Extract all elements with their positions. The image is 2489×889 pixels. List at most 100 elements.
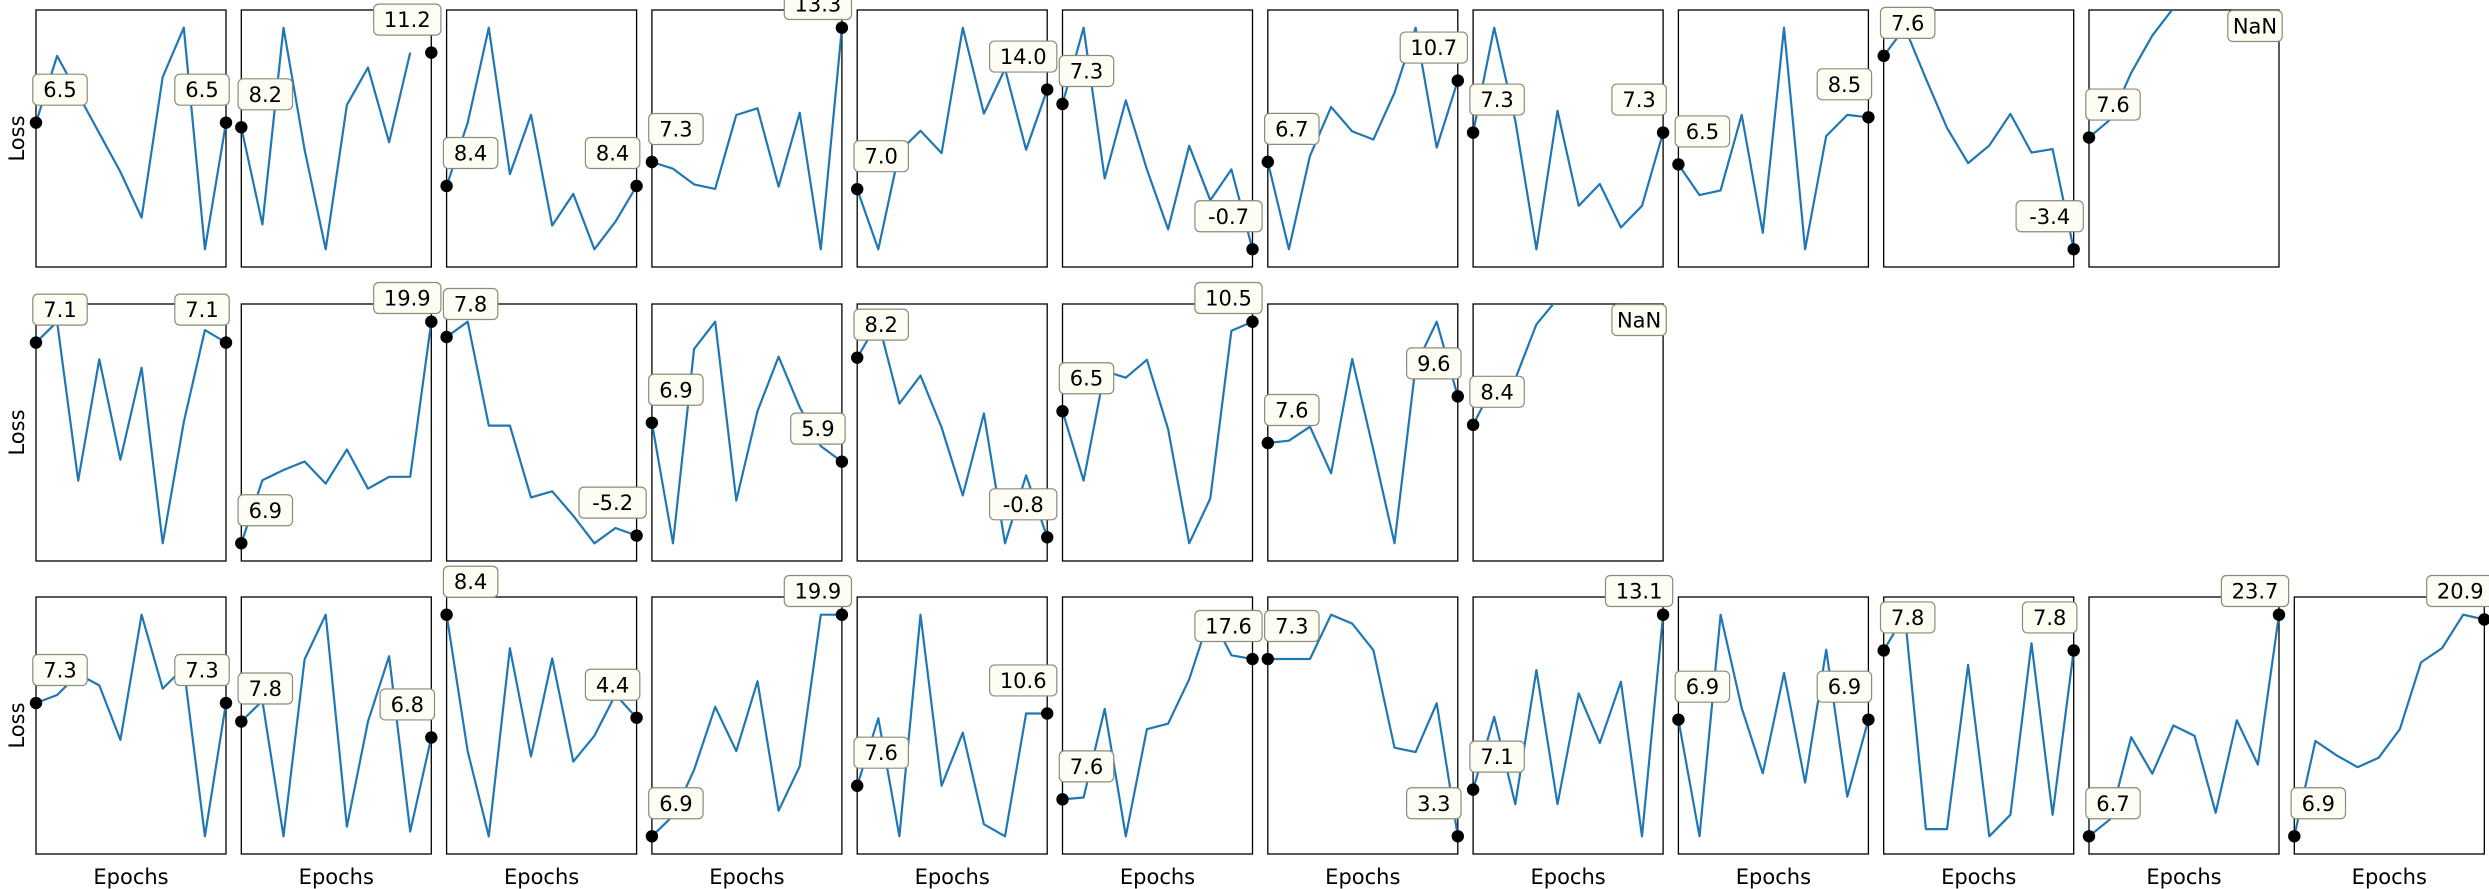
- end-value-label-group: 19.9: [373, 281, 442, 315]
- end-value-label: 6.9: [1828, 675, 1861, 699]
- end-value-label-group: 10.7: [1399, 31, 1468, 64]
- start-point-marker: [29, 696, 43, 710]
- panel-frame: [1472, 9, 1664, 268]
- start-value-label: 7.6: [1070, 755, 1103, 779]
- panel-plot-area: [1883, 26, 2074, 250]
- start-point-marker: [645, 830, 659, 843]
- end-point-marker: [1656, 608, 1670, 621]
- end-value-label-group: 13.3: [783, 0, 853, 21]
- start-value-label: 6.5: [1070, 367, 1103, 391]
- loss-series-line: [1062, 320, 1253, 545]
- end-value-label-box: [373, 281, 442, 315]
- start-value-label-box: [237, 672, 294, 705]
- end-point-marker: [630, 529, 643, 542]
- end-value-label-group: 10.5: [1194, 281, 1263, 315]
- end-value-label-box: [988, 488, 1058, 521]
- loss-series-line: [1267, 320, 1458, 545]
- start-value-label-group: 7.6: [2085, 88, 2141, 121]
- end-point-marker: [630, 179, 643, 193]
- start-value-label-group: 8.4: [1469, 375, 1525, 408]
- end-value-label: 7.3: [185, 659, 218, 683]
- panel-r1-c2: 8.2 11.2: [235, 3, 442, 268]
- start-point-marker: [851, 182, 864, 196]
- panel-r3-c1: 7.3 7.3: [29, 596, 233, 855]
- end-value-label: 6.5: [185, 78, 218, 102]
- end-value-label-group: 7.8: [2021, 601, 2078, 634]
- start-value-label-box: [1879, 6, 1936, 39]
- end-point-marker: [2067, 644, 2080, 657]
- start-point-marker: [440, 179, 453, 193]
- end-value-label-box: [1816, 670, 1873, 703]
- end-value-label-box: [1611, 83, 1667, 116]
- start-value-label: 6.5: [1686, 120, 1719, 144]
- loss-series-line: [241, 26, 412, 251]
- start-value-label-box: [853, 140, 910, 173]
- start-point-marker: [1261, 155, 1275, 169]
- end-value-label: 13.3: [795, 0, 842, 17]
- panel-r1-c9: 6.5 8.5: [1672, 9, 1875, 268]
- start-value-label-group: 7.1: [1469, 740, 1525, 773]
- panel-plot-area: [241, 613, 432, 838]
- panel-frame: [35, 303, 227, 562]
- panel-plot-area: [651, 27, 842, 251]
- x-axis-label: Epochs: [1530, 865, 1605, 889]
- end-value-label-group: -3.4: [2015, 200, 2084, 233]
- panel-frame: [856, 596, 1048, 855]
- start-value-label-box: [1263, 609, 1320, 643]
- start-value-label-box: [2085, 787, 2141, 820]
- start-value-label: 7.1: [1480, 745, 1513, 769]
- end-value-label-box: [373, 3, 442, 36]
- panel-frame: [35, 9, 227, 268]
- start-value-label-box: [32, 73, 88, 106]
- panel-r2-c4: 6.9 5.9: [645, 303, 849, 562]
- start-value-label-group: 6.9: [237, 494, 294, 527]
- end-value-label-box: [988, 664, 1058, 697]
- start-point-marker: [235, 715, 248, 728]
- end-value-label: 7.8: [2033, 606, 2066, 630]
- end-value-label: 19.9: [795, 580, 842, 604]
- panel-r2-c6: 6.5 10.5: [1056, 281, 1263, 562]
- start-value-label: 6.9: [2302, 792, 2335, 816]
- start-value-label-box: [1058, 362, 1115, 395]
- start-value-label-group: 6.9: [648, 787, 704, 820]
- panel-frame: [1472, 303, 1664, 562]
- start-value-label-group: 7.8: [237, 672, 294, 705]
- end-point-marker: [2272, 608, 2286, 621]
- panel-plot-area: [1678, 26, 1869, 251]
- end-value-label: 17.6: [1205, 615, 1252, 639]
- end-value-label: 9.6: [1417, 352, 1450, 376]
- end-point-marker: [1451, 830, 1465, 843]
- end-value-label: 5.9: [801, 417, 834, 441]
- start-value-label-box: [1674, 115, 1731, 148]
- panel-frame: [445, 303, 638, 562]
- start-value-label-group: 6.7: [2085, 787, 2141, 820]
- end-point-marker: [630, 711, 643, 724]
- end-point-marker: [1041, 83, 1054, 96]
- start-point-marker: [1056, 97, 1069, 111]
- start-point-marker: [29, 116, 43, 129]
- end-point-marker: [1656, 126, 1670, 139]
- end-value-label-box: [174, 653, 230, 687]
- panel-plot-area: [241, 26, 412, 251]
- end-point-marker: [1862, 713, 1875, 726]
- x-axis-label: Epochs: [2352, 865, 2427, 889]
- start-value-label: 8.2: [249, 83, 282, 107]
- start-value-label-group: 7.3: [1263, 609, 1320, 643]
- end-value-label-box: [584, 668, 641, 701]
- end-point-marker: [835, 21, 849, 34]
- start-value-label-group: 7.3: [648, 112, 704, 146]
- start-value-label: 6.5: [43, 78, 76, 102]
- start-value-label-box: [1469, 83, 1525, 116]
- panel-plot-area: [241, 321, 432, 544]
- start-value-label-group: 7.0: [853, 140, 910, 173]
- start-value-label-box: [2290, 787, 2347, 820]
- panel-plot-area: [2089, 614, 2279, 838]
- start-value-label: 8.2: [864, 313, 897, 337]
- end-value-label-group: 8.4: [584, 136, 641, 170]
- start-point-marker: [1466, 126, 1480, 139]
- panel-r1-c10: 7.6 -3.4: [1877, 6, 2084, 268]
- start-point-marker: [1672, 713, 1685, 726]
- start-value-label-box: [32, 653, 88, 687]
- start-point-marker: [1466, 418, 1480, 432]
- panel-plot-area: [857, 26, 1048, 251]
